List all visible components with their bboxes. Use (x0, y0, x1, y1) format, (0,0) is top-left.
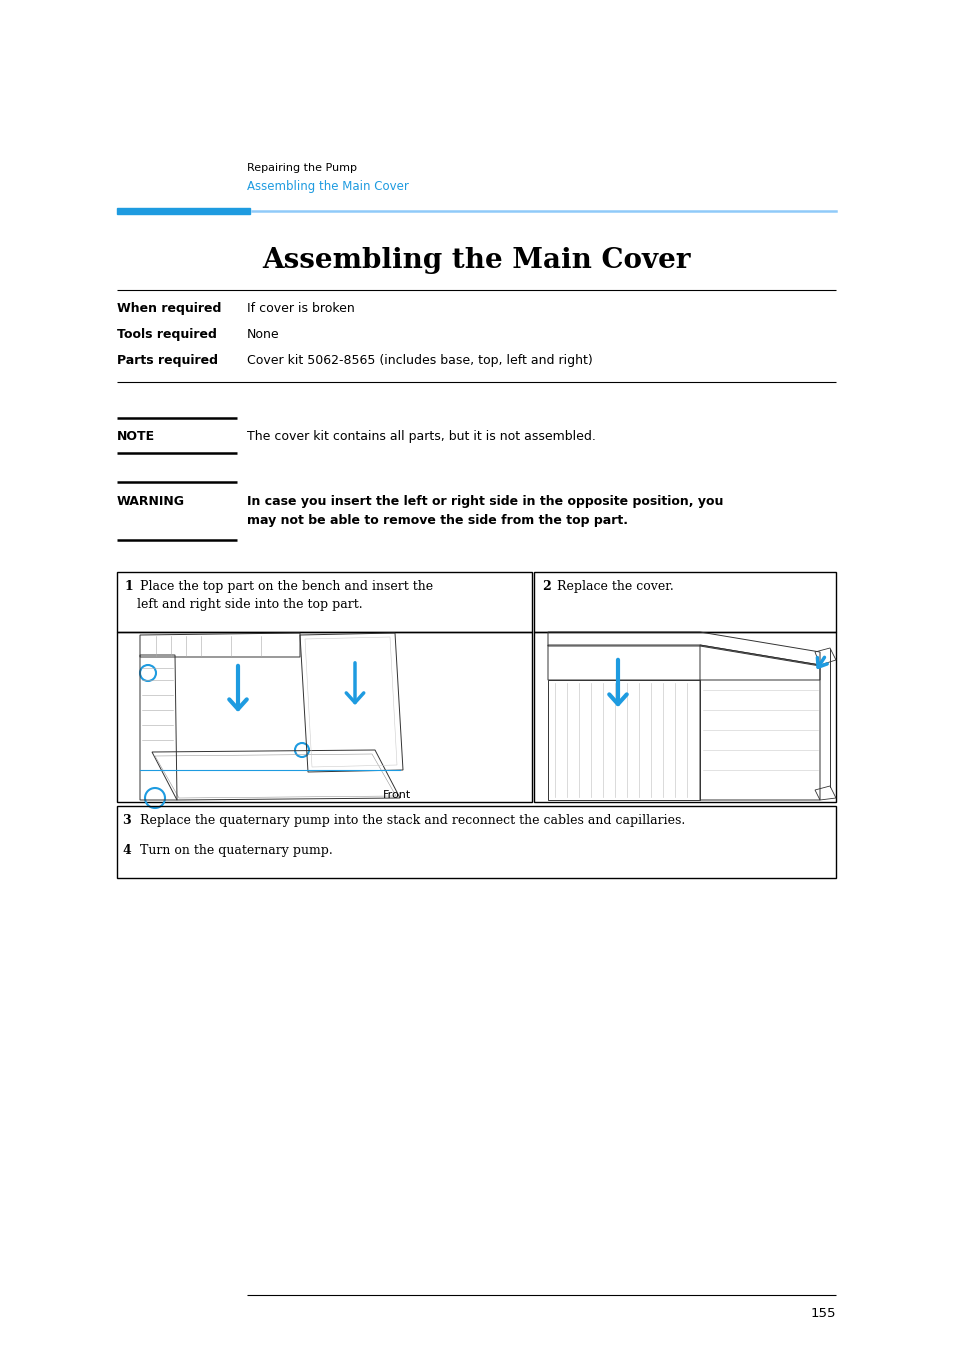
Text: WARNING: WARNING (117, 494, 185, 508)
Text: None: None (247, 328, 279, 340)
Bar (534, 632, 835, 802)
Bar (534, 571, 835, 632)
Text: Assembling the Main Cover: Assembling the Main Cover (262, 247, 691, 274)
Text: When required: When required (117, 303, 221, 315)
Text: left and right side into the top part.: left and right side into the top part. (125, 598, 362, 611)
Text: Repairing the Pump: Repairing the Pump (247, 163, 356, 173)
Text: 4: 4 (122, 844, 131, 857)
Bar (117, 632, 532, 802)
Text: Front: Front (382, 790, 411, 800)
Text: 3: 3 (122, 815, 131, 827)
Bar (117, 571, 532, 632)
Text: Replace the quaternary pump into the stack and reconnect the cables and capillar: Replace the quaternary pump into the sta… (140, 815, 684, 827)
Text: If cover is broken: If cover is broken (247, 303, 355, 315)
Text: Parts required: Parts required (117, 354, 218, 367)
Bar (117, 208, 250, 213)
Text: Cover kit 5062-8565 (includes base, top, left and right): Cover kit 5062-8565 (includes base, top,… (247, 354, 592, 367)
Text: may not be able to remove the side from the top part.: may not be able to remove the side from … (247, 513, 627, 527)
Text: Turn on the quaternary pump.: Turn on the quaternary pump. (140, 844, 333, 857)
Text: Place the top part on the bench and insert the: Place the top part on the bench and inse… (136, 580, 433, 593)
Text: The cover kit contains all parts, but it is not assembled.: The cover kit contains all parts, but it… (247, 430, 596, 443)
Text: Replace the cover.: Replace the cover. (553, 580, 673, 593)
Text: 155: 155 (810, 1306, 835, 1320)
Text: In case you insert the left or right side in the opposite position, you: In case you insert the left or right sid… (247, 494, 722, 508)
Text: 1: 1 (125, 580, 133, 593)
Text: NOTE: NOTE (117, 430, 155, 443)
Text: 2: 2 (541, 580, 550, 593)
Text: Tools required: Tools required (117, 328, 216, 340)
Text: Assembling the Main Cover: Assembling the Main Cover (247, 180, 409, 193)
Bar (117, 807, 835, 878)
